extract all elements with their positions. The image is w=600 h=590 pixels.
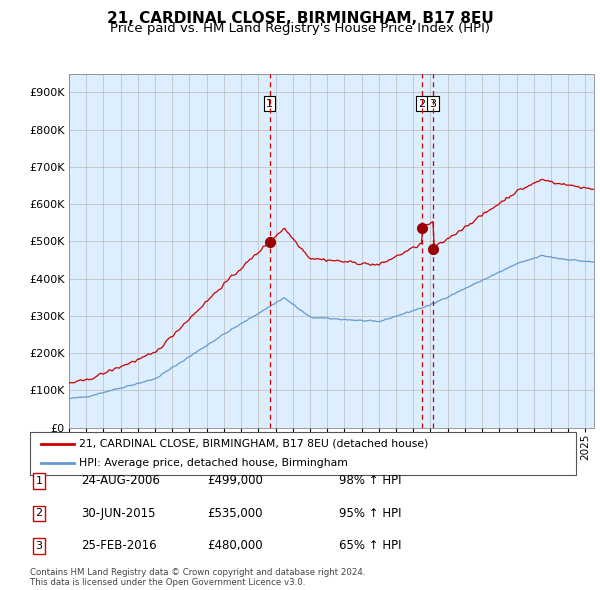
Text: 3: 3 — [35, 541, 43, 550]
Text: £499,000: £499,000 — [207, 474, 263, 487]
Text: £535,000: £535,000 — [207, 507, 263, 520]
Text: Contains HM Land Registry data © Crown copyright and database right 2024.
This d: Contains HM Land Registry data © Crown c… — [30, 568, 365, 587]
Text: 98% ↑ HPI: 98% ↑ HPI — [339, 474, 401, 487]
Text: 95% ↑ HPI: 95% ↑ HPI — [339, 507, 401, 520]
Text: Price paid vs. HM Land Registry's House Price Index (HPI): Price paid vs. HM Land Registry's House … — [110, 22, 490, 35]
Text: £480,000: £480,000 — [207, 539, 263, 552]
Text: 1: 1 — [266, 99, 273, 109]
Text: 1: 1 — [35, 476, 43, 486]
Text: HPI: Average price, detached house, Birmingham: HPI: Average price, detached house, Birm… — [79, 458, 348, 468]
Text: 2: 2 — [35, 509, 43, 518]
Text: 21, CARDINAL CLOSE, BIRMINGHAM, B17 8EU: 21, CARDINAL CLOSE, BIRMINGHAM, B17 8EU — [107, 11, 493, 25]
Text: 30-JUN-2015: 30-JUN-2015 — [81, 507, 155, 520]
Text: 3: 3 — [430, 99, 437, 109]
FancyBboxPatch shape — [30, 432, 576, 475]
Text: 2: 2 — [418, 99, 425, 109]
Text: 21, CARDINAL CLOSE, BIRMINGHAM, B17 8EU (detached house): 21, CARDINAL CLOSE, BIRMINGHAM, B17 8EU … — [79, 439, 428, 449]
Text: 24-AUG-2006: 24-AUG-2006 — [81, 474, 160, 487]
Text: 65% ↑ HPI: 65% ↑ HPI — [339, 539, 401, 552]
Text: 25-FEB-2016: 25-FEB-2016 — [81, 539, 157, 552]
